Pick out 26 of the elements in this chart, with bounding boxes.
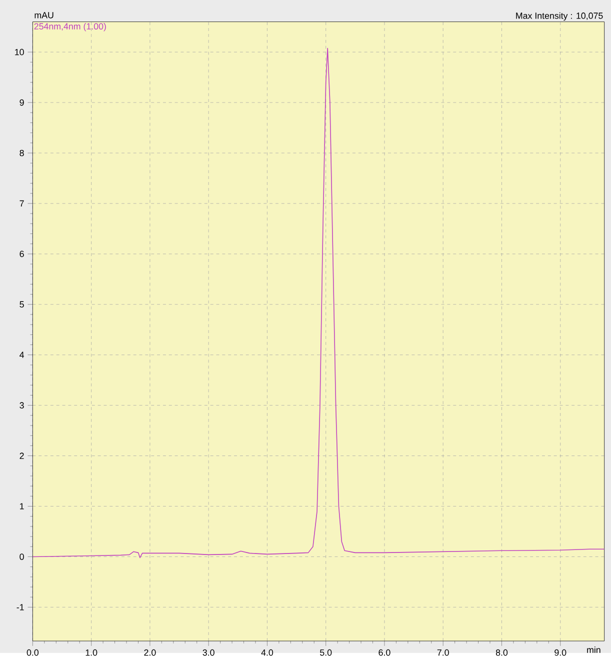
x-tick-label: 2.0 [144, 649, 156, 656]
x-axis-title: min [586, 646, 600, 653]
y-tick-label: 4 [19, 352, 24, 358]
text: Max Intensity : 10,075 [516, 12, 603, 21]
y-tick-label: 2 [20, 452, 24, 459]
x-tick-label: 0.0 [26, 649, 38, 656]
x-tick-label: 8.0 [496, 649, 508, 656]
y-tick-label: 8 [20, 150, 24, 156]
x-tick-label: 9.0 [554, 649, 566, 656]
x-tick-label: 3.0 [202, 649, 214, 656]
y-tick-label: 6 [20, 250, 24, 258]
x-tick-label: 6.0 [378, 649, 390, 656]
x-tick-label: 4.0 [261, 649, 273, 656]
y-tick-label: 9 [20, 99, 24, 106]
x-tick-label: 1.0 [86, 649, 98, 656]
y-tick-label: -1 [16, 604, 24, 610]
y-tick-label: 10 [14, 48, 24, 56]
y-tick-label: 0 [20, 554, 24, 560]
y-axis-title: mAU [34, 12, 54, 18]
y-tick-label: 3 [20, 402, 24, 408]
y-tick-label: 7 [20, 200, 24, 207]
x-tick-label: 7.0 [437, 649, 449, 656]
text: 254nm,4nm (1.00) [34, 22, 106, 32]
y-tick-label: 1 [20, 503, 24, 510]
y-tick-label: 5 [20, 301, 24, 308]
x-tick-label: 5.0 [320, 649, 332, 656]
